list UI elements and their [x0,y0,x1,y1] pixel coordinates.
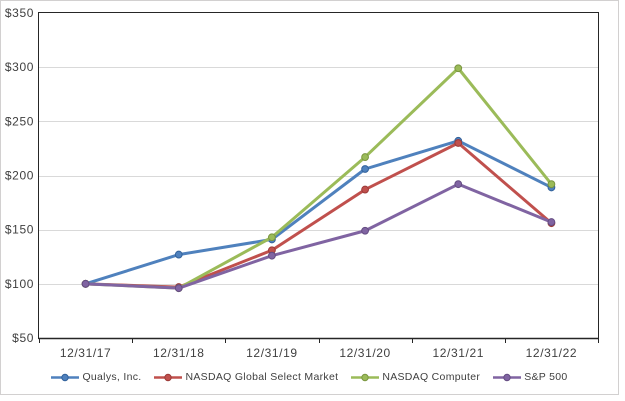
chart-legend: Qualys, Inc. NASDAQ Global Select Market N… [1,367,618,387]
axes [38,12,599,343]
data-point-marker [454,64,463,73]
y-axis-labels: $50 $100 $150 $200 $250 $300 $350 [5,6,34,345]
x-axis-tick-label: 12/31/19 [246,346,298,360]
legend-marker-s-p-500 [493,373,522,381]
legend-item-nasdaq-global-select-market: NASDAQ Global Select Market [154,371,338,383]
data-point-marker [454,139,463,147]
series-line [84,141,553,289]
chart-frame: $50 $100 $150 $200 $250 $300 $350 12/31/17 12/31… [0,0,619,395]
series-line [84,139,553,286]
y-axis-tick-label: $250 [5,114,34,128]
x-axis-labels: 12/31/17 12/31/18 12/31/19 12/31/20 12/31/21… [60,346,577,360]
series-nasdaq-computer [81,64,556,293]
legend-label: Qualys, Inc. [82,371,142,383]
data-point-marker [361,185,369,194]
y-axis-tick-label: $300 [5,60,34,74]
legend-item-qualys-inc: Qualys, Inc. [51,371,141,383]
legend-marker-nasdaq-global-select-market [154,373,183,381]
series-line [84,66,553,290]
plot-border [38,12,599,339]
y-axis-tick-label: $200 [5,169,34,183]
y-axis-tick-label: $100 [5,277,34,291]
legend-label: NASDAQ Global Select Market [185,371,339,383]
legend-item-nasdaq-computer: NASDAQ Computer [351,371,480,383]
data-point-marker [361,226,369,235]
x-axis-tick-label: 12/31/20 [339,346,391,360]
y-axis-tick-label: $150 [5,223,34,237]
legend-item-s-p-500: S&P 500 [493,371,567,383]
data-point-marker [361,153,369,161]
x-axis-tick-label: 12/31/17 [60,346,112,360]
x-axis-tick-label: 12/31/21 [432,346,484,360]
series-qualys-inc [81,136,556,288]
data-point-marker [268,233,276,242]
y-axis-tick-label: $350 [5,6,34,20]
data-point-marker [547,180,556,189]
series [81,64,556,293]
x-axis-tick-label: 12/31/18 [153,346,205,360]
data-point-marker [547,218,556,226]
x-axis-tick-label: 12/31/22 [526,346,578,360]
series-nasdaq-global-select-market [81,139,556,291]
series-line [84,182,553,290]
legend-marker-qualys-inc [51,373,80,381]
data-point-marker [174,284,183,293]
y-gridlines [39,67,598,285]
series-s-p-500 [81,180,556,293]
data-point-marker [268,251,276,260]
data-point-marker [81,279,90,288]
data-point-marker [174,250,183,259]
legend-marker-nasdaq-computer [351,373,380,381]
y-axis-tick-label: $50 [12,331,34,345]
data-point-marker [361,165,369,173]
legend-label: S&P 500 [524,371,568,383]
data-point-marker [454,180,463,189]
legend-label: NASDAQ Computer [382,371,481,383]
